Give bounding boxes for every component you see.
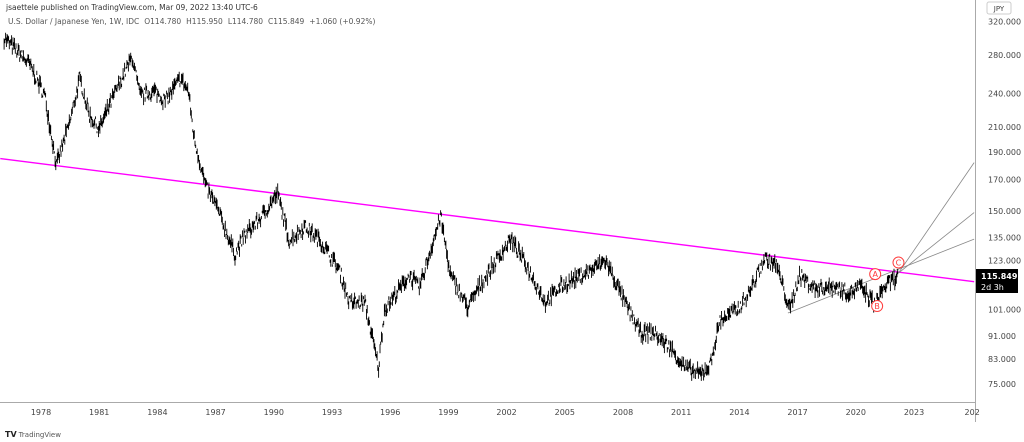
x-tick-label: 1978	[31, 408, 51, 417]
open-value: O114.780	[144, 17, 182, 26]
y-tick-label: 91.000	[988, 332, 1016, 341]
x-tick-label: 2011	[671, 408, 691, 417]
x-tick-label: 2014	[729, 408, 749, 417]
x-tick-label: 2020	[846, 408, 866, 417]
y-tick-label: 280.000	[988, 51, 1021, 60]
fan-line	[898, 162, 975, 274]
magenta-trendline	[0, 157, 975, 283]
close-value: C115.849	[268, 17, 305, 26]
y-tick-label: 170.000	[988, 176, 1021, 185]
x-tick-label: 2008	[613, 408, 633, 417]
currency-badge-text: JPY	[993, 5, 1005, 13]
wave-label-text: C	[896, 259, 902, 268]
wave-label-c: C	[892, 256, 905, 269]
tv-logo-icon: TV	[5, 430, 17, 439]
wave-label-text: A	[872, 270, 878, 279]
wave-label-b: B	[871, 300, 884, 313]
wave-label-circle	[869, 268, 882, 281]
y-tick-label: 190.000	[988, 148, 1021, 157]
tradingview-logo[interactable]: TV TradingView	[5, 430, 61, 439]
wave-label-text: B	[874, 302, 880, 311]
wave-label-a: A	[869, 268, 882, 281]
y-tick-label: 320.000	[988, 18, 1021, 27]
x-tick-label: 1984	[147, 408, 167, 417]
fan-line	[787, 238, 975, 314]
low-value: L114.780	[227, 17, 264, 26]
tv-logo-text: TradingView	[18, 431, 61, 439]
y-tick-label: 75.000	[988, 380, 1016, 389]
x-tick-label: 1993	[322, 408, 342, 417]
wave-label-circle	[892, 256, 905, 269]
last-price-label: 115.849 2d 3h	[976, 269, 1018, 293]
x-tick-label: 1999	[438, 408, 458, 417]
fan-line	[898, 212, 975, 274]
price-axis-border	[975, 0, 976, 422]
x-tick-label: 2002	[496, 408, 516, 417]
wave-label-circle	[871, 300, 884, 313]
x-tick-label: 2017	[787, 408, 807, 417]
change-value: +1.060 (+0.92%)	[309, 17, 376, 26]
price-bars	[3, 32, 899, 381]
time-axis-border	[0, 402, 976, 403]
x-tick-label: 1987	[205, 408, 225, 417]
y-tick-label: 123.000	[988, 257, 1021, 266]
y-tick-label: 240.000	[988, 90, 1021, 99]
countdown-text: 2d 3h	[981, 283, 1004, 292]
x-tick-label: 1996	[380, 408, 400, 417]
currency-badge: JPY	[986, 1, 1012, 15]
y-tick-label: 101.000	[988, 306, 1021, 315]
y-tick-label: 83.000	[988, 355, 1016, 364]
x-tick-label: 202	[965, 408, 980, 417]
symbol-legend: U.S. Dollar / Japanese Yen, 1W, IDC O114.…	[8, 17, 380, 26]
publisher-line: jsaettele published on TradingView.com, …	[6, 3, 258, 12]
x-tick-label: 2023	[904, 408, 924, 417]
symbol-name[interactable]: U.S. Dollar / Japanese Yen, 1W, IDC	[8, 17, 140, 26]
y-tick-label: 210.000	[988, 123, 1021, 132]
x-tick-label: 2005	[555, 408, 575, 417]
y-tick-label: 150.000	[988, 207, 1021, 216]
last-price-text: 115.849	[981, 272, 1018, 281]
high-value: H115.950	[186, 17, 223, 26]
y-tick-label: 135.000	[988, 233, 1021, 242]
x-tick-label: 1981	[89, 408, 109, 417]
x-tick-label: 1990	[264, 408, 284, 417]
